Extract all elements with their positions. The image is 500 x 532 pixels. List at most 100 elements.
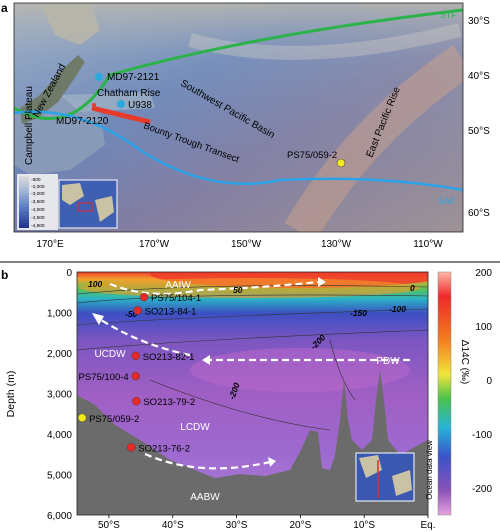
core-point-label: PS75/100-4 (79, 372, 129, 383)
core-point-label: PS75/059-2 (89, 414, 139, 425)
front-stf-line (14, 8, 463, 121)
map-lat-tick: 50°S (468, 126, 490, 137)
section-plot (77, 272, 428, 515)
c14-colorbar-tick: 0 (486, 376, 492, 387)
c14-colorbar (437, 271, 452, 516)
north-land (40, 3, 100, 45)
arrow-pdw-head (202, 355, 210, 365)
place-chatham-rise: Chatham Rise (97, 88, 161, 99)
core-label-ps75-059-2: PS75/059-2 (287, 150, 337, 161)
core-point (131, 371, 140, 381)
lat-tick: 20°S (289, 520, 311, 531)
core-point (127, 443, 136, 452)
depth-tick: 5,000 (47, 471, 72, 482)
front-label-stf: STF (440, 10, 458, 20)
map-frame (13, 2, 464, 233)
depth-tick: 2,000 (47, 349, 72, 360)
c14-colorbar-tick: 200 (475, 268, 492, 279)
inset-study-box (77, 202, 93, 212)
depth-colorbar-tick: -4,500 (31, 215, 45, 221)
section-frame (76, 271, 429, 516)
map-lat-tick: 40°S (468, 71, 490, 82)
core-label-md97-2121: MD97-2121 (107, 72, 160, 83)
front-label-saf: SAF (438, 196, 456, 206)
core-label-u938: U938 (128, 100, 152, 111)
lat-tick: 10°S (353, 520, 375, 531)
depth-tick: 6,000 (47, 511, 72, 522)
contour-line (77, 285, 428, 295)
water-mass-label: UCDW (94, 349, 126, 360)
map-lon-tick: 170°E (36, 239, 64, 250)
contour-label: -150 (350, 308, 367, 318)
core-point-label: SO213-84-1 (145, 306, 197, 317)
map-lon-tick: 110°W (413, 239, 443, 250)
lat-tick: 50°S (98, 520, 120, 531)
contour-line (77, 294, 428, 304)
y-axis-label: Depth (m) (5, 371, 17, 418)
water-mass-label: LCDW (180, 422, 210, 433)
arrow-ucdw-head (92, 313, 104, 325)
map-panel (14, 3, 463, 232)
core-marker-ps75-059-2 (336, 158, 346, 168)
panel-b-label: b (1, 268, 8, 282)
contour-label: -100 (389, 304, 406, 314)
seafloor-bathymetry (77, 370, 428, 515)
panel-a-label: a (1, 1, 8, 15)
core-point (131, 351, 140, 361)
core-label-md97-2120: MD97-2120 (56, 116, 109, 127)
c14-colorbar-tick: -200 (472, 484, 492, 495)
source-label: Ocean data view (425, 440, 434, 500)
arrow-aaiw (109, 280, 319, 295)
ridge-north (188, 23, 462, 60)
core-marker-u938 (117, 100, 125, 108)
lat-tick: 30°S (226, 520, 248, 531)
depth-tick: 0 (66, 268, 72, 279)
c14-colorbar-tick: -100 (472, 430, 492, 441)
core-point (133, 306, 142, 315)
water-mass-label: AAIW (165, 280, 191, 291)
section-inset-map (355, 452, 415, 502)
map-lon-tick: 130°W (321, 239, 352, 250)
pdw-patch (190, 348, 410, 392)
arrow-aabw (144, 452, 271, 470)
depth-colorbar-tick: -500 (31, 177, 41, 183)
map-lon-tick: 150°W (231, 239, 262, 250)
depth-colorbar-tick: -2,000 (31, 184, 45, 190)
east-pacific-rise (284, 45, 463, 232)
contour-line (77, 308, 428, 326)
core-point-label: SO213-82-1 (143, 352, 195, 363)
contour-line (329, 339, 356, 401)
depth-colorbar-tick: -3,000 (31, 191, 45, 197)
core-marker-md97-2121 (95, 73, 103, 81)
depth-tick: 3,000 (47, 390, 72, 401)
map-lat-tick: 30°S (468, 16, 490, 27)
core-point-label: PS75/104-1 (151, 293, 201, 304)
contour-label: 0 (410, 283, 415, 293)
core-point (77, 413, 87, 422)
depth-colorbar-tick: -4,000 (31, 207, 45, 213)
place-campbell-plateau-1: Campbell Plateau (24, 86, 35, 165)
lat-tick: 40°S (162, 520, 184, 531)
map-lon-tick: 170°W (139, 239, 170, 250)
map-lat-tick: 60°S (468, 208, 490, 219)
depth-colorbar (17, 174, 58, 230)
contour-label: 100 (88, 279, 102, 289)
arrow-aaiw-head (318, 277, 326, 287)
contour-label: 50 (233, 285, 243, 295)
core-point (139, 292, 149, 302)
arrow-ucdw (97, 317, 191, 357)
water-mass-label: AABW (190, 492, 220, 503)
new-zealand-land (20, 55, 85, 124)
core-marker-md97-2120 (92, 103, 96, 107)
core-point-label: SO213-79-2 (143, 397, 195, 408)
depth-colorbar-tick: -3,500 (31, 199, 45, 205)
inset-map (58, 179, 118, 229)
front-saf-line (14, 110, 463, 192)
c14-colorbar-label: Δ14C (‰) (459, 340, 470, 384)
bounty-transect-line (91, 105, 151, 125)
contour-label: -50 (125, 309, 138, 319)
arrow-aabw-head (268, 457, 276, 467)
depth-colorbar-tick: -4,800 (31, 223, 45, 229)
core-point (132, 396, 141, 406)
